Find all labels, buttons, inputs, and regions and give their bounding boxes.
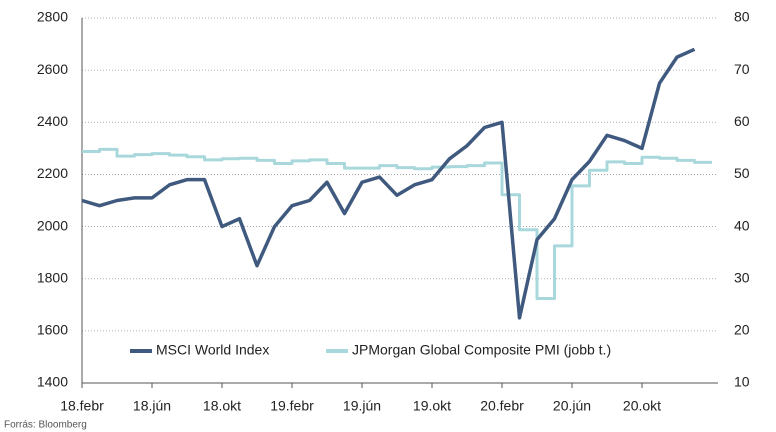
x-tick-label: 20.febr [480,398,524,414]
y2-tick-label: 10 [734,374,750,390]
x-tick-label: 19.jún [343,398,381,414]
x-tick-label: 18.jún [133,398,171,414]
y2-tick-label: 20 [734,322,750,338]
x-tick-label: 19.okt [413,398,451,414]
y-tick-label: 1400 [37,374,68,390]
x-tick-label: 20.okt [623,398,661,414]
y2-tick-label: 80 [734,9,750,25]
x-tick-label: 20.jún [553,398,591,414]
y2-tick-label: 50 [734,165,750,181]
x-tick-label: 19.febr [270,398,314,414]
series-line [81,47,696,320]
y-tick-label: 1800 [37,269,68,285]
y-tick-label: 2200 [37,165,68,181]
y-tick-label: 2600 [37,61,68,77]
x-tick-label: 18.okt [203,398,241,414]
y2-tick-label: 60 [734,113,750,129]
source: Forrás: Bloomberg [4,420,87,431]
y-tick-label: 2400 [37,113,68,129]
y2-tick-label: 70 [734,61,750,77]
y-tick-label: 1600 [37,322,68,338]
y-tick-label: 2000 [37,217,68,233]
x-tick-label: 18.febr [60,398,104,414]
y-tick-label: 2800 [37,9,68,25]
y2-tick-label: 30 [734,269,750,285]
series-line [82,147,712,301]
legend-label: JPMorgan Global Composite PMI (jobb t.) [352,342,611,358]
legend-label: MSCI World Index [156,342,269,358]
y2-tick-label: 40 [734,217,750,233]
